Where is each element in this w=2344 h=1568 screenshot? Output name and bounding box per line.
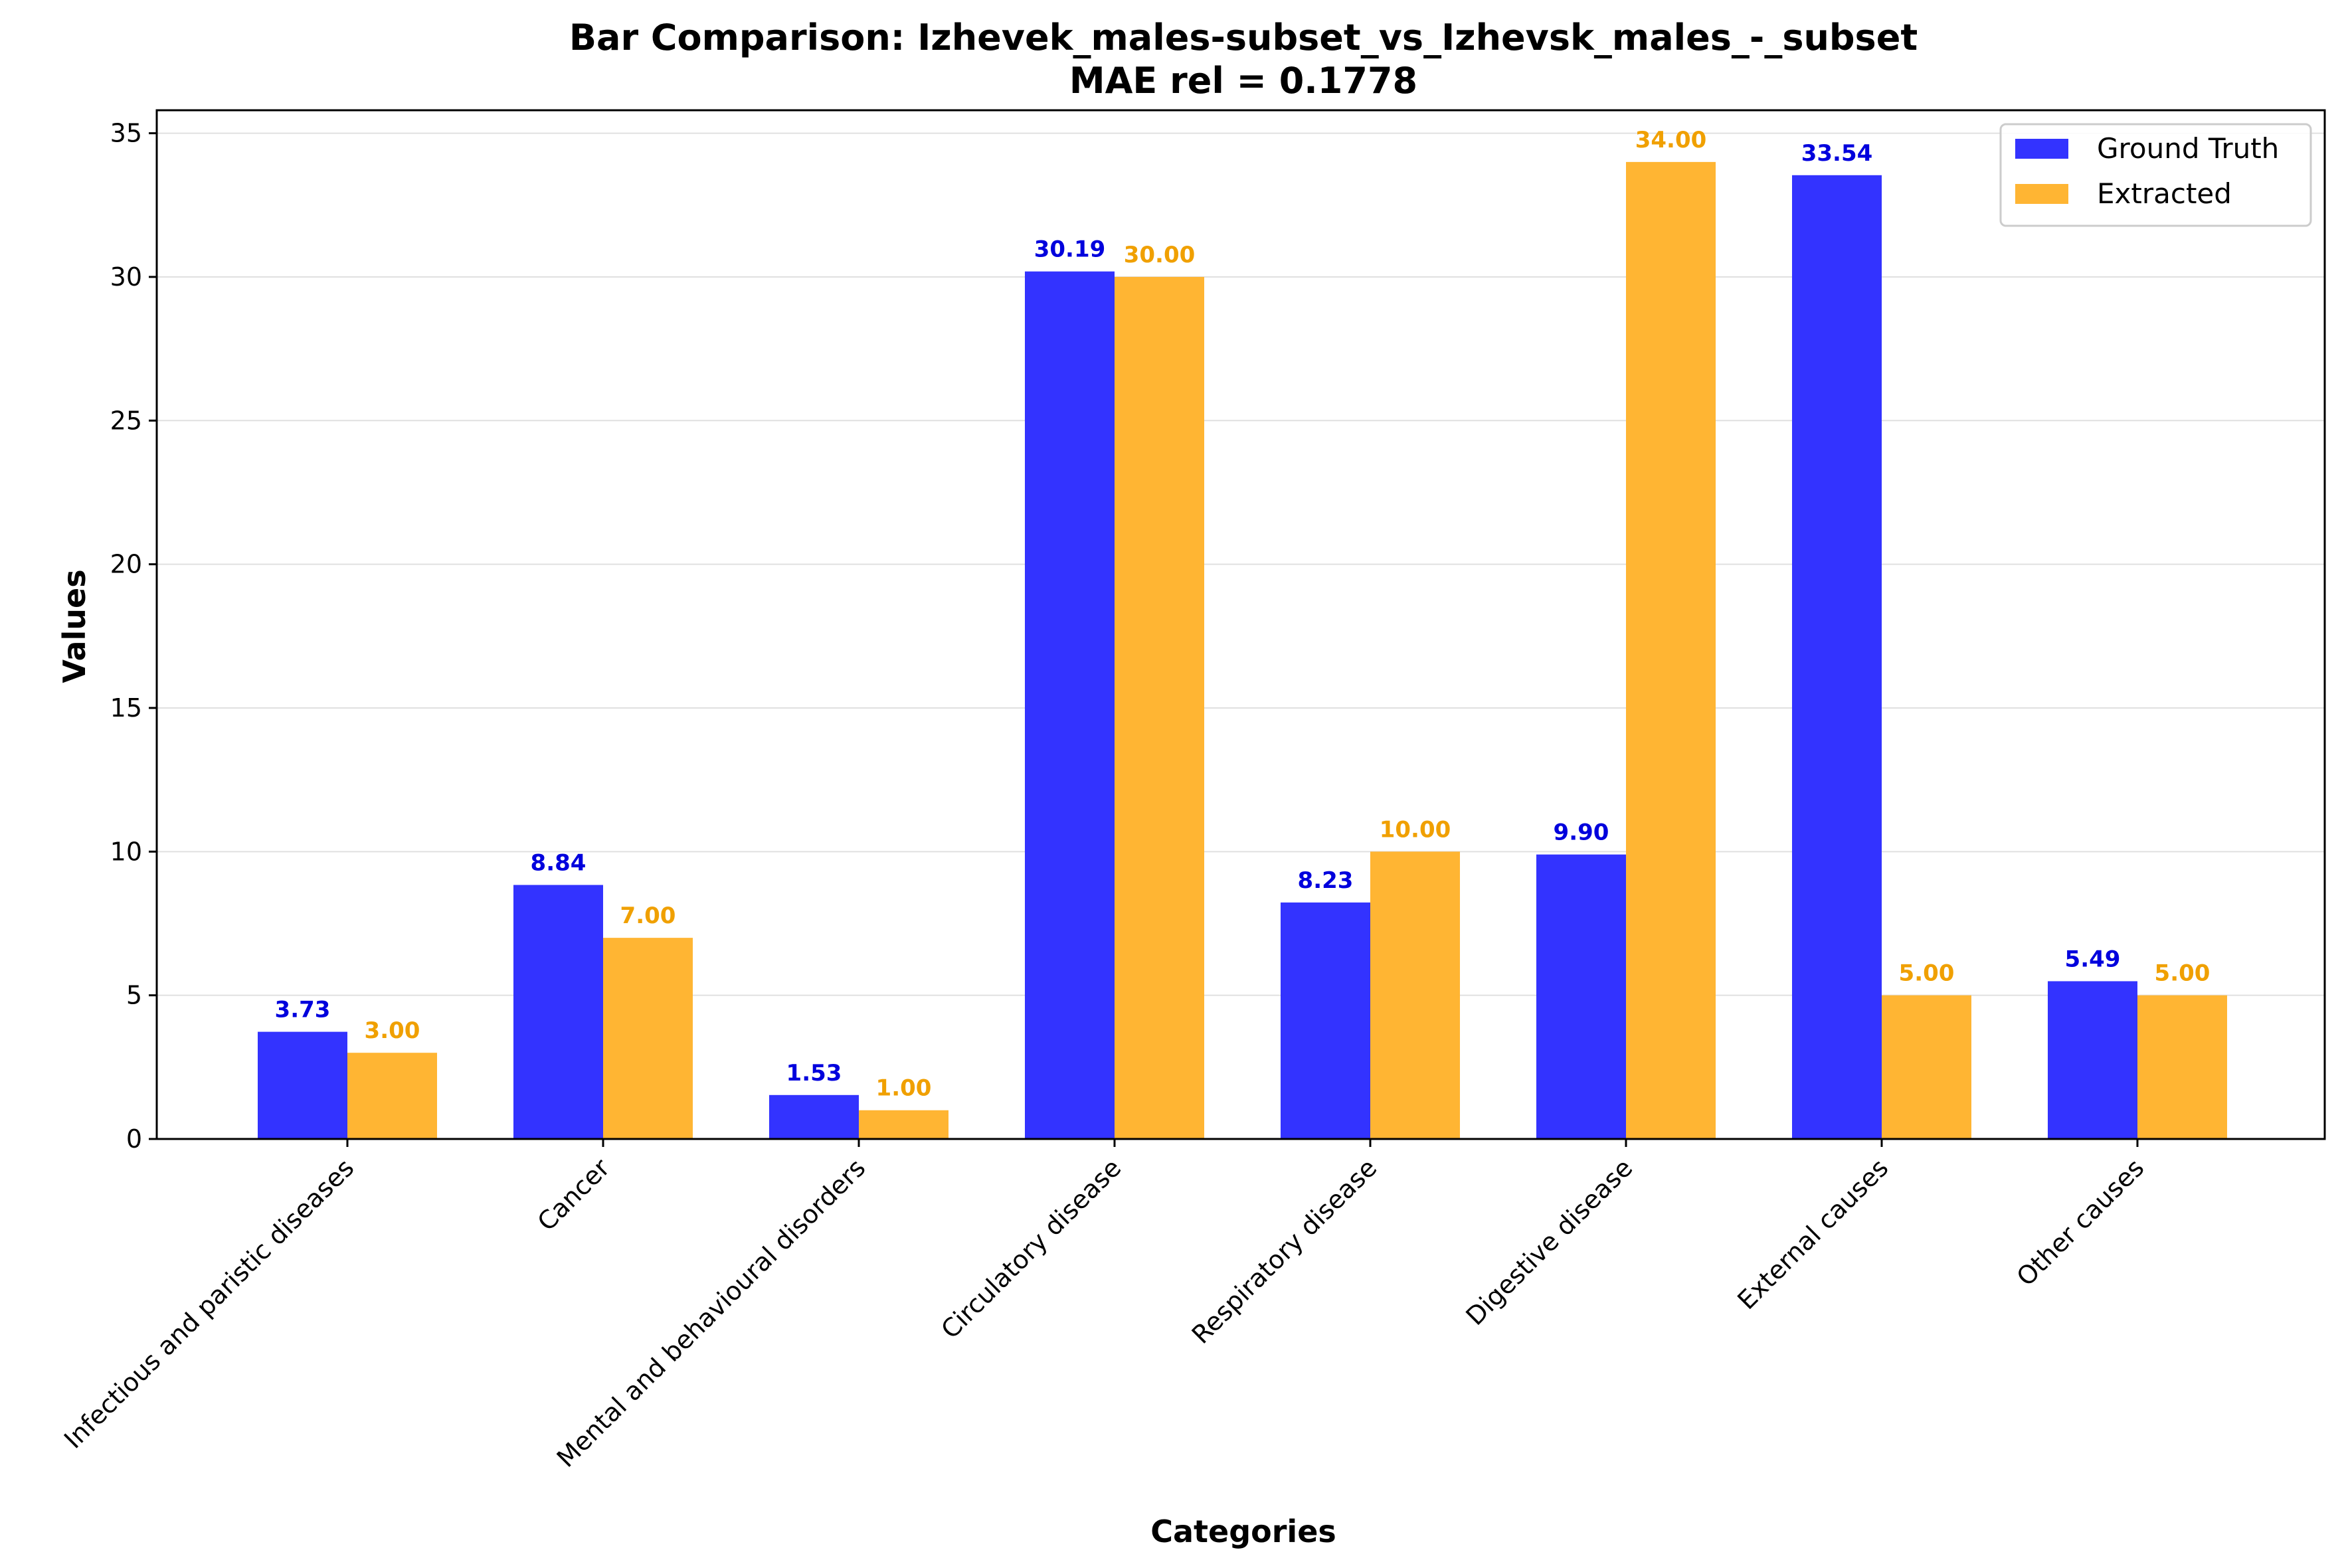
y-tick-label: 15 bbox=[110, 693, 142, 723]
bar-value-label: 8.84 bbox=[531, 850, 586, 877]
bar-ground-truth bbox=[1792, 175, 1882, 1140]
bar-value-label: 5.00 bbox=[1899, 960, 1955, 987]
bar-extracted bbox=[1370, 851, 1460, 1139]
bar-value-label: 30.00 bbox=[1124, 242, 1196, 268]
x-axis-label: Categories bbox=[1150, 1514, 1336, 1549]
y-tick-label: 25 bbox=[110, 406, 142, 435]
bar-extracted bbox=[1626, 161, 1716, 1139]
x-tick-label: Respiratory disease bbox=[1186, 1153, 1383, 1350]
bar-value-label: 5.49 bbox=[2065, 946, 2121, 972]
bar-extracted bbox=[603, 938, 693, 1139]
bars bbox=[258, 161, 2227, 1140]
bar-value-label: 30.19 bbox=[1034, 236, 1106, 263]
y-axis-ticks: 0 5 10 15 20 25 30 35 bbox=[110, 119, 157, 1154]
bar-ground-truth bbox=[769, 1094, 859, 1139]
y-tick-label: 20 bbox=[110, 550, 142, 579]
bar-ground-truth bbox=[513, 885, 603, 1139]
x-tick-label: Other causes bbox=[2011, 1153, 2150, 1292]
bar-value-label: 33.54 bbox=[1801, 140, 1873, 167]
bar-value-label: 10.00 bbox=[1380, 816, 1451, 843]
x-tick-label: External causes bbox=[1732, 1153, 1894, 1315]
chart-title: Bar Comparison: Izhevek_males-subset_vs_… bbox=[569, 17, 1918, 58]
bar-extracted bbox=[347, 1053, 437, 1139]
legend-swatch bbox=[2015, 139, 2068, 159]
bar-value-labels: 3.73 8.84 1.53 30.19 8.23 9.90 33.54 5.49 3.00 7.… bbox=[275, 127, 2210, 1102]
bar-ground-truth bbox=[1536, 854, 1626, 1139]
legend: Ground Truth Extracted bbox=[1999, 123, 2312, 227]
bar-extracted bbox=[1882, 995, 1971, 1139]
bar-value-label: 7.00 bbox=[620, 903, 676, 929]
bar-ground-truth bbox=[1025, 271, 1115, 1139]
bar-value-label: 3.73 bbox=[275, 997, 331, 1023]
y-tick-label: 10 bbox=[110, 837, 142, 866]
bar-value-label: 9.90 bbox=[1554, 820, 1609, 846]
y-tick-label: 5 bbox=[126, 981, 142, 1010]
bar-ground-truth bbox=[2048, 981, 2137, 1139]
y-tick-label: 0 bbox=[126, 1124, 142, 1154]
bar-value-label: 3.00 bbox=[365, 1017, 420, 1044]
legend-label: Extracted bbox=[2097, 177, 2232, 210]
legend-swatch bbox=[2015, 184, 2068, 204]
chart-subtitle: MAE rel = 0.1778 bbox=[1069, 60, 1417, 102]
bar-ground-truth bbox=[258, 1031, 347, 1139]
legend-label: Ground Truth bbox=[2097, 132, 2279, 165]
bar-value-label: 1.00 bbox=[876, 1075, 932, 1102]
bar-value-label: 34.00 bbox=[1635, 127, 1707, 153]
x-tick-label: Infectious and paristic diseases bbox=[58, 1153, 359, 1454]
x-tick-label: Cancer bbox=[532, 1153, 616, 1237]
y-tick-label: 35 bbox=[110, 119, 142, 148]
bar-extracted bbox=[2137, 995, 2227, 1139]
legend-box bbox=[1999, 123, 2312, 227]
bar-extracted bbox=[1115, 276, 1204, 1139]
bar-value-label: 1.53 bbox=[786, 1060, 842, 1087]
x-axis-ticks: Infectious and paristic diseases CancerMe… bbox=[58, 1139, 2149, 1473]
bar-extracted bbox=[859, 1110, 948, 1139]
x-tick-label: Digestive disease bbox=[1460, 1153, 1638, 1331]
y-axis-label: Values bbox=[56, 569, 92, 683]
x-tick-label: Mental and behavioural disorders bbox=[551, 1153, 871, 1473]
plot-frame bbox=[155, 109, 2326, 1140]
y-tick-label: 30 bbox=[110, 262, 142, 292]
x-tick-label: Circulatory disease bbox=[935, 1153, 1127, 1344]
bar-ground-truth bbox=[1281, 902, 1370, 1139]
bar-value-label: 5.00 bbox=[2155, 960, 2210, 987]
bar-value-label: 8.23 bbox=[1298, 867, 1354, 894]
grid-lines bbox=[157, 132, 2325, 996]
